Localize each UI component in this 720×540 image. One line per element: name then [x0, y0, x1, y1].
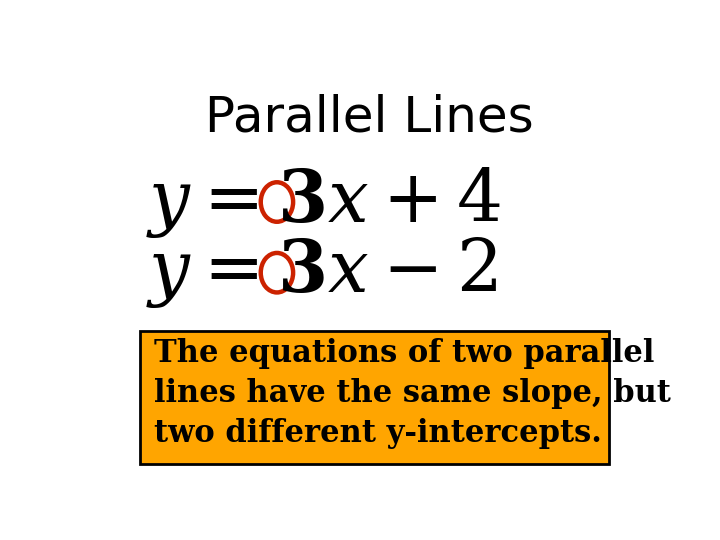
Text: The equations of two parallel: The equations of two parallel	[154, 338, 654, 369]
FancyBboxPatch shape	[140, 331, 609, 464]
Text: Parallel Lines: Parallel Lines	[204, 94, 534, 142]
Text: two different y-intercepts.: two different y-intercepts.	[154, 418, 602, 449]
Text: $y = \mathbf{3}x - 2$: $y = \mathbf{3}x - 2$	[145, 235, 497, 310]
Text: lines have the same slope, but: lines have the same slope, but	[154, 378, 671, 409]
Text: $y = \mathbf{3}x + 4$: $y = \mathbf{3}x + 4$	[145, 165, 500, 240]
